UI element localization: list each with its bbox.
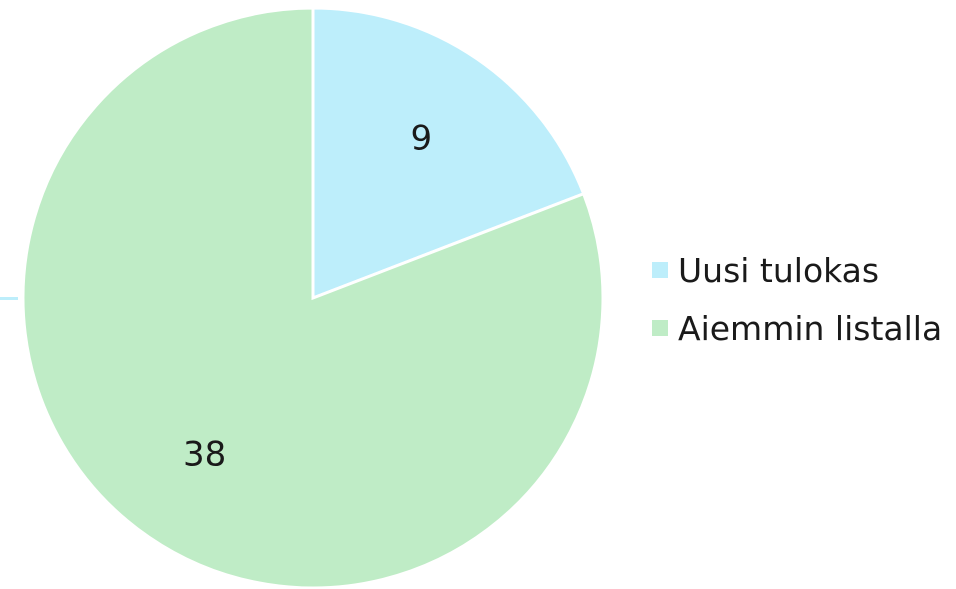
data-label-uusi-tulokas: 9 — [411, 119, 433, 159]
pie-slice-uusi-tulokas — [311, 6, 586, 301]
legend-swatch — [652, 262, 668, 278]
edge-accent-mark — [0, 297, 18, 300]
legend-label: Uusi tulokas — [678, 250, 880, 290]
legend-swatch — [652, 320, 668, 336]
legend-label: Aiemmin listalla — [678, 308, 943, 348]
legend-item-uusi-tulokas: Uusi tulokas — [652, 248, 942, 292]
legend: Uusi tulokas Aiemmin listalla — [652, 248, 942, 364]
pie-slice-aiemmin-listalla — [21, 6, 605, 589]
data-label-aiemmin-listalla: 38 — [183, 434, 226, 474]
legend-item-aiemmin-listalla: Aiemmin listalla — [652, 306, 942, 350]
